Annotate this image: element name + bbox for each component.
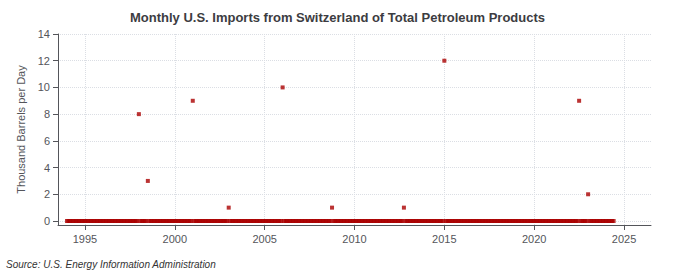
svg-text:2010: 2010	[342, 233, 366, 245]
svg-text:0: 0	[44, 215, 50, 227]
svg-text:12: 12	[38, 55, 50, 67]
svg-text:2000: 2000	[163, 233, 187, 245]
svg-text:Monthly U.S. Imports from Swit: Monthly U.S. Imports from Switzerland of…	[130, 10, 545, 25]
svg-text:14: 14	[38, 28, 50, 40]
svg-text:2: 2	[44, 188, 50, 200]
svg-text:2005: 2005	[252, 233, 276, 245]
svg-text:Thousand Barrels per Day: Thousand Barrels per Day	[15, 65, 27, 194]
svg-text:1995: 1995	[73, 233, 97, 245]
svg-text:2020: 2020	[522, 233, 546, 245]
svg-text:4: 4	[44, 162, 50, 174]
svg-text:2025: 2025	[612, 233, 636, 245]
svg-text:2015: 2015	[432, 233, 456, 245]
svg-text:Source: U.S. Energy Informatio: Source: U.S. Energy Information Administ…	[6, 259, 216, 270]
svg-text:8: 8	[44, 108, 50, 120]
svg-text:10: 10	[38, 81, 50, 93]
svg-text:6: 6	[44, 135, 50, 147]
